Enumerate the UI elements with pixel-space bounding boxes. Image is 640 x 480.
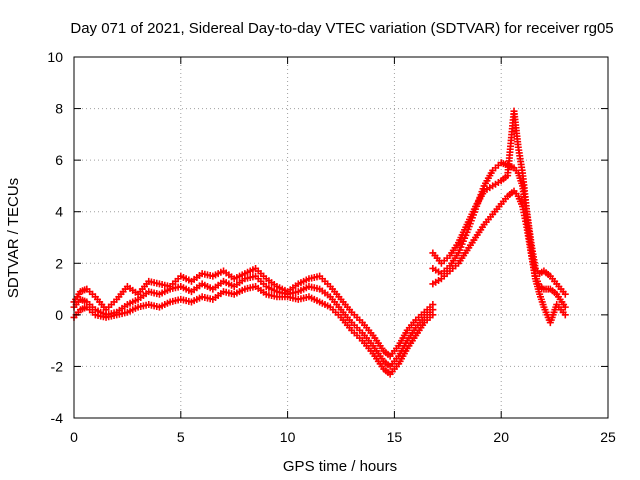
data-point xyxy=(561,303,569,311)
x-tick-label: 15 xyxy=(387,429,403,445)
data-point xyxy=(429,311,437,319)
x-axis-label: GPS time / hours xyxy=(283,458,397,475)
plot-frame xyxy=(73,56,609,419)
y-tick-label: 10 xyxy=(47,49,63,65)
y-tick-label: 8 xyxy=(55,101,63,117)
tick-labels-layer: 0 5 10 15 20 25 -4 -2 0 2 4 6 8 10 xyxy=(47,49,616,445)
y-tick-label: 4 xyxy=(55,204,63,220)
grid-layer xyxy=(74,57,608,418)
y-tick-label: -2 xyxy=(51,358,64,374)
y-tick-label: 2 xyxy=(55,255,63,271)
y-axis-label: SDTVAR / TECUs xyxy=(5,178,22,298)
data-point xyxy=(561,311,569,319)
data-point xyxy=(561,290,569,298)
chart-title: Day 071 of 2021, Sidereal Day-to-day VTE… xyxy=(70,20,613,37)
series-track-3 xyxy=(70,282,437,378)
series-track-6 xyxy=(429,187,569,327)
data-layer xyxy=(70,107,569,378)
x-tick-label: 5 xyxy=(177,429,185,445)
ticks-layer xyxy=(73,56,609,419)
x-tick-label: 0 xyxy=(70,429,78,445)
x-tick-label: 10 xyxy=(280,429,296,445)
x-tick-label: 25 xyxy=(600,429,616,445)
y-tick-label: -4 xyxy=(51,410,64,426)
x-tick-label: 20 xyxy=(493,429,509,445)
y-tick-label: 6 xyxy=(55,152,63,168)
y-tick-label: 0 xyxy=(55,307,63,323)
